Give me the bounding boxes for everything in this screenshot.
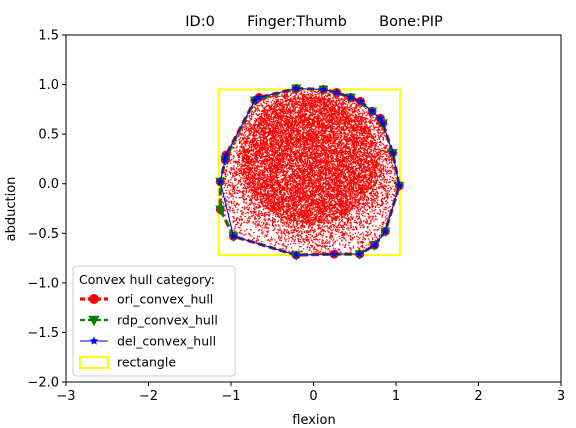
y-axis-label: abduction [4,177,19,242]
hull-marker [388,148,397,157]
hull-marker [381,227,390,235]
x-tick-label: −3 [56,389,75,404]
hull-marker [368,107,377,115]
hull-marker [254,93,264,101]
x-axis-label: flexion [292,413,335,428]
series-del_convex_hull [216,84,404,259]
hull-marker [221,150,231,159]
legend-box [72,265,236,377]
hull-marker [355,249,364,258]
data-points [220,88,399,257]
y-tick-label: 1.5 [38,29,59,44]
x-tick-label: 1 [392,389,400,404]
y-tick-label: 0.0 [38,177,59,192]
x-tick-label: 3 [557,389,565,404]
axis-ticks: −3 −2 −1 0 1 2 3 −2.0 −1.5 −1.0 −0.5 0.0 0.5 1.0 1.5 [27,29,565,405]
x-tick-label: −2 [139,389,158,404]
y-tick-label: 1.0 [38,78,59,93]
hull-marker [292,84,301,92]
legend-entry: rectangle [79,355,176,370]
hull-marker [292,250,301,259]
legend-entry: ori_convex_hull [80,292,213,307]
y-tick-label: 0.5 [38,128,59,143]
hull-marker [356,97,365,105]
hull-marker [395,181,404,190]
y-tick-label: −0.5 [27,227,59,242]
hull-marker [88,315,100,327]
hull-marker [376,114,385,122]
legend-label: rectangle [117,355,176,370]
hull-marker [221,155,230,164]
hull-marker [229,232,238,240]
x-tick-label: −1 [221,389,240,404]
x-tick-label: 0 [309,389,317,404]
series-line [219,87,401,257]
hull-marker [332,88,341,96]
legend-entry: rdp_convex_hull [80,313,218,328]
hull-marker [216,177,225,186]
hull-marker [319,85,328,93]
legend-label: rdp_convex_hull [117,313,218,328]
y-tick-label: −2.0 [27,376,59,391]
x-tick-label: 2 [474,389,482,404]
y-tick-label: −1.0 [27,276,59,291]
legend-swatch [79,356,109,369]
legend: Convex hull category: ori_convex_hullrdp… [72,265,236,377]
hull-marker [378,118,387,127]
hull-marker [89,294,99,304]
hull-marker [89,336,99,345]
hull-marker [215,205,226,216]
convex-hull-series [215,84,405,261]
legend-entry: del_convex_hull [80,334,216,349]
legend-title: Convex hull category: [79,272,215,287]
y-tick-label: −1.5 [27,326,59,341]
hull-marker [346,93,355,101]
hull-marker [370,240,379,249]
legend-label: del_convex_hull [117,334,216,349]
legend-label: ori_convex_hull [117,292,213,307]
chart-title: ID:0 Finger:Thumb Bone:PIP [185,14,443,30]
data-scatter-cloud [220,88,399,257]
hull-marker [330,249,339,258]
